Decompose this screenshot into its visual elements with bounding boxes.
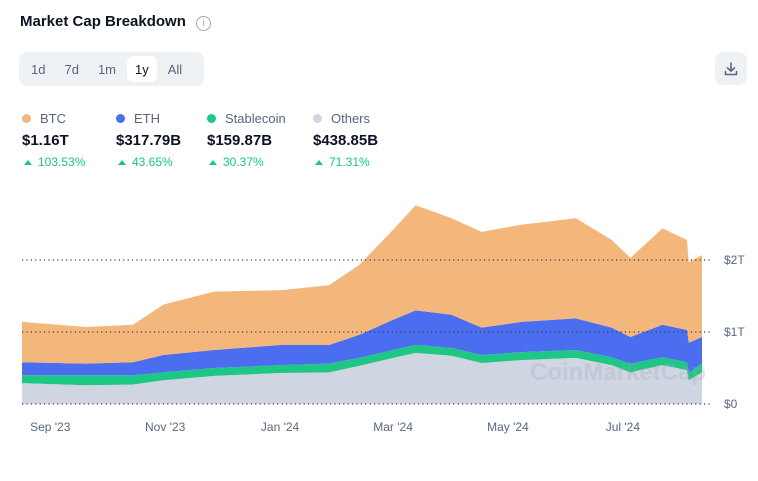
eth-dot-icon <box>116 114 125 123</box>
x-tick-label: Sep '23 <box>30 420 71 434</box>
range-1d[interactable]: 1d <box>23 56 53 82</box>
legend-value: $438.85B <box>313 132 379 149</box>
range-7d[interactable]: 7d <box>56 56 86 82</box>
x-tick-label: Nov '23 <box>145 420 186 434</box>
up-arrow-icon <box>315 159 323 165</box>
area-stablecoin <box>22 344 702 386</box>
legend-item-others[interactable]: Others $438.85B 71.31% <box>313 111 413 169</box>
legend-label: ETH <box>134 111 160 126</box>
legend-change: 30.37% <box>223 155 264 169</box>
legend-change: 71.31% <box>329 155 370 169</box>
x-tick-label: Mar '24 <box>373 420 413 434</box>
y-tick-label: $1T <box>724 325 745 339</box>
download-button[interactable] <box>715 52 747 85</box>
others-dot-icon <box>313 114 322 123</box>
area-others <box>22 352 702 404</box>
up-arrow-icon <box>118 159 126 165</box>
legend-item-eth[interactable]: ETH $317.79B 43.65% <box>116 111 207 169</box>
legend-item-stablecoin[interactable]: Stablecoin $159.87B 30.37% <box>207 111 313 169</box>
stablecoin-dot-icon <box>207 114 216 123</box>
area-eth <box>22 310 702 376</box>
y-tick-label: $0 <box>724 397 738 411</box>
info-icon[interactable]: i <box>196 16 211 31</box>
range-1y[interactable]: 1y <box>127 56 157 82</box>
range-all[interactable]: All <box>160 56 190 82</box>
range-1m[interactable]: 1m <box>90 56 124 82</box>
page-title: Market Cap Breakdown <box>20 13 186 30</box>
legend-item-btc[interactable]: BTC $1.16T 103.53% <box>22 111 116 169</box>
legend-label: Stablecoin <box>225 111 286 126</box>
legend-value: $317.79B <box>116 132 182 149</box>
legend-value: $1.16T <box>22 132 69 149</box>
legend-change: 103.53% <box>38 155 86 169</box>
watermark-logo: CoinMarketCap <box>530 359 706 386</box>
x-tick-label: Jan '24 <box>261 420 300 434</box>
btc-dot-icon <box>22 114 31 123</box>
y-tick-label: $2T <box>724 253 745 267</box>
area-btc <box>22 205 702 364</box>
x-tick-label: May '24 <box>487 420 529 434</box>
legend-change: 43.65% <box>132 155 173 169</box>
legend-value: $159.87B <box>207 132 273 149</box>
legend-label: Others <box>331 111 371 126</box>
legend: BTC $1.16T 103.53% ETH $317.79B 43.65% S… <box>22 111 413 169</box>
download-icon <box>724 61 738 75</box>
up-arrow-icon <box>24 159 32 165</box>
legend-label: BTC <box>40 111 66 126</box>
x-tick-label: Jul '24 <box>606 420 641 434</box>
up-arrow-icon <box>209 159 217 165</box>
time-range-selector: 1d 7d 1m 1y All <box>19 52 204 86</box>
